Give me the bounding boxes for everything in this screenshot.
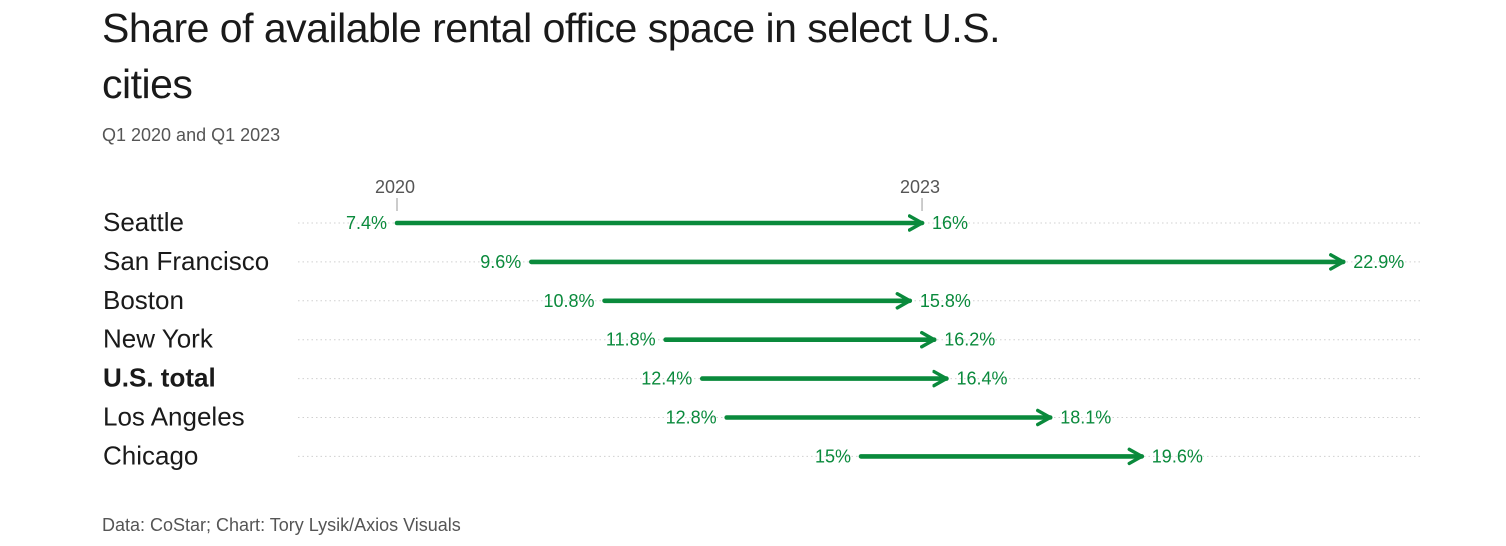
source-credit: Data: CoStar; Chart: Tory Lysik/Axios Vi… bbox=[102, 515, 461, 535]
city-label-u-s-total: U.S. total bbox=[103, 363, 216, 393]
start-value-new-york: 11.8% bbox=[606, 330, 656, 350]
end-value-boston: 15.8% bbox=[920, 291, 971, 311]
end-value-seattle: 16% bbox=[932, 213, 968, 233]
column-header-2020: 2020 bbox=[375, 177, 415, 197]
start-value-boston: 10.8% bbox=[544, 291, 595, 311]
city-label-los-angeles: Los Angeles bbox=[103, 402, 245, 432]
city-label-chicago: Chicago bbox=[103, 440, 198, 470]
city-label-seattle: Seattle bbox=[103, 207, 184, 237]
start-value-san-francisco: 9.6% bbox=[480, 252, 521, 272]
column-header-2023: 2023 bbox=[900, 177, 940, 197]
city-label-boston: Boston bbox=[103, 285, 184, 315]
end-value-new-york: 16.2% bbox=[944, 330, 995, 350]
chart-subtitle: Q1 2020 and Q1 2023 bbox=[102, 125, 281, 145]
end-value-los-angeles: 18.1% bbox=[1060, 408, 1111, 428]
city-label-san-francisco: San Francisco bbox=[103, 246, 269, 276]
start-value-chicago: 15% bbox=[815, 446, 851, 466]
city-label-new-york: New York bbox=[103, 324, 214, 354]
start-value-seattle: 7.4% bbox=[346, 213, 387, 233]
chart-title: Share of available rental office space i… bbox=[102, 5, 1001, 107]
end-value-san-francisco: 22.9% bbox=[1353, 252, 1404, 272]
start-value-los-angeles: 12.8% bbox=[666, 408, 717, 428]
end-value-u-s-total: 16.4% bbox=[956, 369, 1007, 389]
start-value-u-s-total: 12.4% bbox=[641, 369, 692, 389]
end-value-chicago: 19.6% bbox=[1152, 446, 1203, 466]
